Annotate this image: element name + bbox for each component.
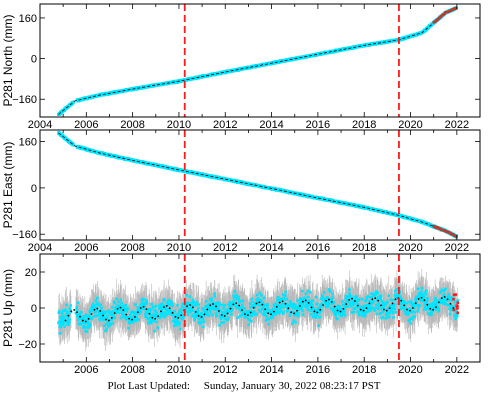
y-tick-label: 160 <box>19 137 37 149</box>
x-tick-label: 2010 <box>167 119 191 131</box>
x-tick-label: 2016 <box>306 364 330 376</box>
recent-points <box>432 224 458 238</box>
panel-2: 2004 2006 2008 2010 2012 2014 2016 2018 2020 2022… <box>1 129 481 254</box>
model-dots <box>64 295 455 323</box>
plot-area <box>57 130 459 240</box>
plot-area <box>57 254 460 362</box>
x-tick-label: 2014 <box>259 364 283 376</box>
y-tick-label: −20 <box>18 339 37 351</box>
x-tick-label: 2016 <box>306 242 330 254</box>
x-tick-label: 2006 <box>74 364 98 376</box>
plot-updated-timestamp: Sunday, January 30, 2022 08:23:17 PST <box>203 380 381 392</box>
y-tick-label: −160 <box>12 94 37 106</box>
x-tick-label: 2022 <box>445 242 469 254</box>
data-points <box>57 286 460 335</box>
x-tick-label: 2022 <box>445 364 469 376</box>
y-tick-label: 20 <box>25 267 37 279</box>
x-ticks <box>39 130 481 240</box>
x-tick-label: 2012 <box>213 364 237 376</box>
x-tick-label: 2004 <box>28 242 52 254</box>
x-tick-label: 2018 <box>352 364 376 376</box>
y-axis-label: P281 Up (mm) <box>1 269 15 347</box>
plot-area <box>57 4 459 117</box>
x-tick-label: 2016 <box>306 119 330 131</box>
x-tick-label: 2022 <box>445 119 469 131</box>
y-axis-label: P281 East (mm) <box>1 142 15 229</box>
x-tick-label: 2008 <box>120 242 144 254</box>
x-tick-label: 2004 <box>28 119 52 131</box>
plot-frame <box>39 129 481 241</box>
plot-frame <box>39 3 481 118</box>
x-tick-label: 2014 <box>259 119 283 131</box>
y-axis-label: P281 North (mm) <box>1 14 15 106</box>
x-tick-label: 2018 <box>352 119 376 131</box>
x-ticks <box>39 254 481 362</box>
y-tick-label: −160 <box>12 229 37 241</box>
y-tick-label: 160 <box>19 13 37 25</box>
data-points <box>57 130 459 239</box>
plot-updated-footer: Plot Last Updated: Sunday, January 30, 2… <box>0 380 488 392</box>
panel-3: 2006 2008 2010 2012 2014 2016 2018 2020 2022 20 0 −… <box>1 253 481 376</box>
plot-updated-label: Plot Last Updated: <box>107 380 190 392</box>
x-tick-label: 2006 <box>74 119 98 131</box>
x-ticks <box>39 4 481 117</box>
x-tick-label: 2006 <box>74 242 98 254</box>
model-line <box>58 132 457 237</box>
x-tick-label: 2020 <box>398 364 422 376</box>
recent-points <box>452 293 460 315</box>
x-tick-label: 2008 <box>120 364 144 376</box>
x-tick-label: 2020 <box>398 119 422 131</box>
x-tick-label: 2018 <box>352 242 376 254</box>
x-tick-label: 2010 <box>167 364 191 376</box>
y-tick-label: 0 <box>31 303 37 315</box>
x-tick-label: 2008 <box>120 119 144 131</box>
y-tick-label: 0 <box>31 183 37 195</box>
panel-1: 2004 2006 2008 2010 2012 2014 2016 2018 2020 2022… <box>1 3 481 131</box>
x-tick-label: 2014 <box>259 242 283 254</box>
y-tick-label: 0 <box>31 54 37 66</box>
x-tick-label: 2020 <box>398 242 422 254</box>
model-line <box>58 7 457 115</box>
x-tick-label: 2012 <box>213 242 237 254</box>
data-points <box>57 6 459 116</box>
x-tick-label: 2010 <box>167 242 191 254</box>
x-tick-label: 2012 <box>213 119 237 131</box>
recent-points <box>432 6 458 24</box>
